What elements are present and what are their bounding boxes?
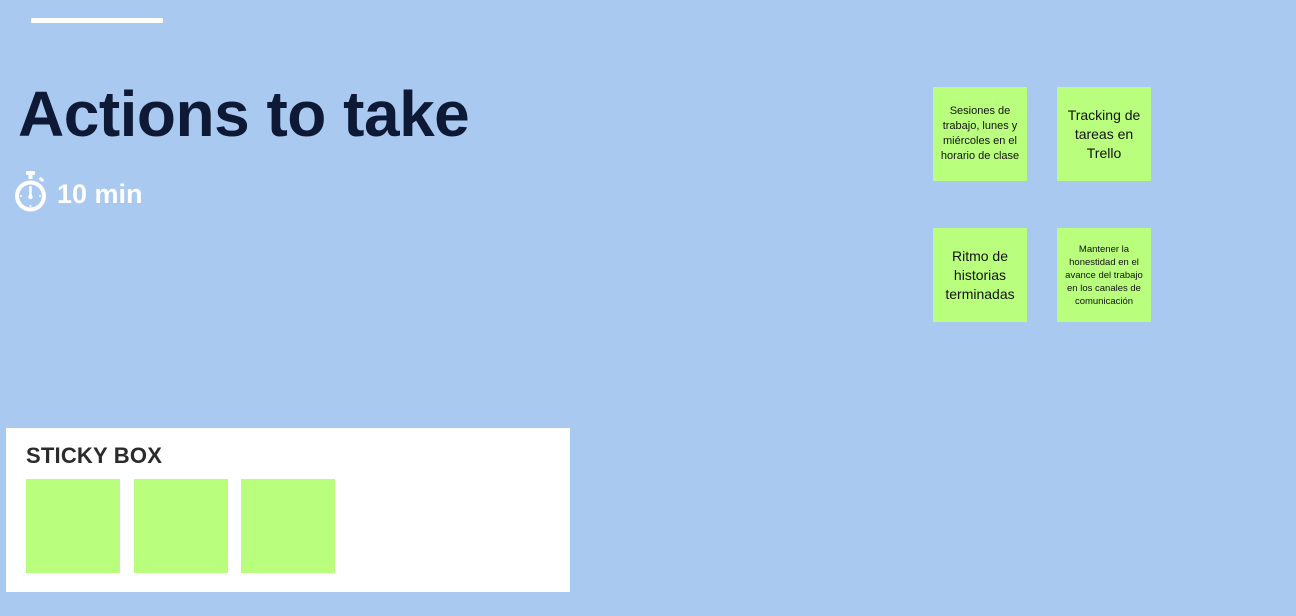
sticky-note-text: Mantener la honestidad en el avance del … [1065,243,1143,307]
stopwatch-icon [15,171,46,212]
timer-duration: 10 min [57,178,143,209]
empty-sticky-note[interactable] [241,479,335,573]
sticky-note-text: Sesiones de trabajo, lunes y miércoles e… [940,105,1020,162]
sticky-note[interactable]: Sesiones de trabajo, lunes y miércoles e… [933,87,1027,181]
sticky-note[interactable]: Mantener la honestidad en el avance del … [1057,228,1151,322]
empty-sticky-note[interactable] [26,479,120,573]
sticky-note-text: Ritmo de historias terminadas [945,247,1015,302]
page-title: Actions to take [18,78,470,150]
sticky-note[interactable]: Tracking de tareas en Trello [1057,87,1151,181]
timer: 10 min [12,170,143,214]
empty-sticky-note[interactable] [134,479,228,573]
header-divider-line [31,18,163,23]
sticky-box-title: STICKY BOX [26,443,163,468]
sticky-note[interactable]: Ritmo de historias terminadas [933,228,1027,322]
sticky-box: STICKY BOX [6,428,570,592]
sticky-note-text: Tracking de tareas en Trello [1067,106,1141,161]
